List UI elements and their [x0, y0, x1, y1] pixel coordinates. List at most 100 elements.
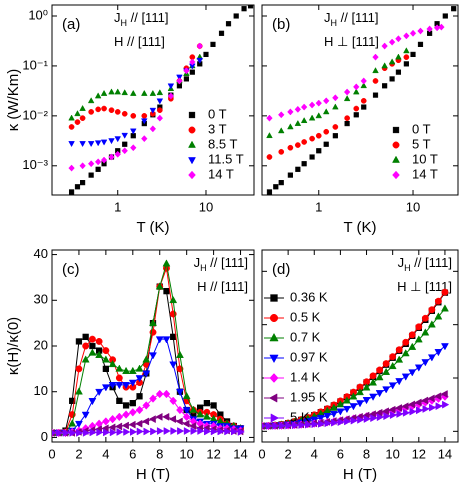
x-tick-label: 8	[363, 446, 370, 461]
marker	[363, 415, 371, 423]
marker	[376, 366, 384, 374]
marker	[87, 141, 95, 148]
marker	[309, 135, 315, 142]
marker	[162, 336, 171, 344]
legend-label: 11.5 T	[208, 151, 244, 166]
marker	[167, 83, 175, 90]
marker	[101, 105, 107, 112]
marker	[315, 112, 323, 119]
marker	[434, 392, 442, 401]
marker	[87, 160, 95, 168]
marker	[287, 172, 293, 178]
y-tick-label: 30	[34, 292, 48, 307]
marker	[323, 413, 332, 421]
marker	[108, 153, 115, 161]
marker	[308, 101, 316, 109]
marker	[114, 150, 121, 158]
legend-marker	[188, 140, 196, 148]
marker	[196, 410, 205, 418]
annotation-part: H	[331, 18, 338, 28]
legend-label: 1.4 K	[290, 369, 321, 384]
marker	[68, 124, 75, 130]
x-tick-label: 10	[385, 446, 399, 461]
marker	[96, 428, 104, 437]
marker	[369, 372, 377, 380]
annotation-part: J	[398, 255, 405, 270]
x-tick-label: 8	[156, 446, 163, 461]
x-tick-label: 1	[114, 199, 121, 214]
marker	[342, 405, 351, 414]
panel-label: (a)	[62, 16, 80, 33]
marker	[122, 410, 130, 419]
x-axis-label: T (K)	[136, 219, 169, 236]
marker	[55, 428, 64, 437]
marker	[401, 402, 409, 411]
marker	[82, 333, 89, 340]
y-axis-label: κ(H)/κ(0)	[5, 317, 22, 375]
marker	[382, 360, 390, 368]
marker	[362, 397, 371, 405]
marker	[122, 402, 130, 409]
marker	[114, 136, 122, 143]
marker	[182, 407, 191, 415]
marker	[332, 94, 339, 102]
marker	[128, 408, 137, 417]
marker	[442, 400, 450, 409]
marker	[101, 384, 110, 392]
marker	[403, 61, 409, 67]
marker	[121, 89, 128, 96]
marker	[149, 89, 157, 96]
marker	[343, 88, 351, 96]
x-tick-label: 10	[406, 199, 420, 214]
annotation-part: J	[114, 10, 121, 25]
marker	[415, 406, 424, 415]
marker	[230, 427, 239, 436]
marker	[218, 30, 225, 36]
annotation: JH // [111]	[194, 255, 248, 273]
marker	[388, 38, 396, 46]
marker	[422, 405, 430, 413]
plot-area	[266, 6, 457, 195]
marker	[189, 422, 197, 430]
marker	[434, 312, 443, 320]
marker	[115, 382, 124, 390]
legend-label: 0.5 K	[290, 309, 321, 324]
marker	[294, 142, 301, 148]
marker	[414, 398, 422, 407]
marker	[278, 149, 285, 155]
marker	[168, 415, 177, 424]
marker	[323, 128, 330, 135]
marker	[170, 427, 178, 435]
marker	[79, 115, 86, 121]
marker	[95, 350, 104, 358]
marker	[169, 361, 178, 369]
marker	[74, 387, 83, 395]
marker	[266, 189, 273, 195]
marker	[162, 389, 171, 399]
marker	[322, 108, 330, 115]
marker	[317, 419, 326, 428]
marker	[74, 184, 81, 190]
marker	[141, 118, 148, 125]
legend-label: 14 T	[208, 166, 234, 181]
legend-marker	[188, 111, 196, 119]
marker	[376, 413, 384, 422]
marker	[329, 410, 338, 419]
marker	[102, 417, 110, 426]
marker	[155, 282, 164, 290]
marker	[129, 89, 137, 96]
plot-area	[52, 259, 245, 438]
marker	[395, 35, 402, 43]
marker	[81, 411, 90, 419]
marker	[128, 366, 137, 374]
annotation: JH // [111]	[398, 255, 452, 273]
marker	[115, 374, 123, 382]
marker	[130, 113, 137, 119]
legend-label: 0 T	[208, 106, 227, 121]
marker	[129, 128, 137, 135]
marker	[421, 314, 429, 322]
marker	[182, 419, 190, 428]
x-tick-label: 0	[48, 446, 55, 461]
marker	[266, 114, 273, 122]
